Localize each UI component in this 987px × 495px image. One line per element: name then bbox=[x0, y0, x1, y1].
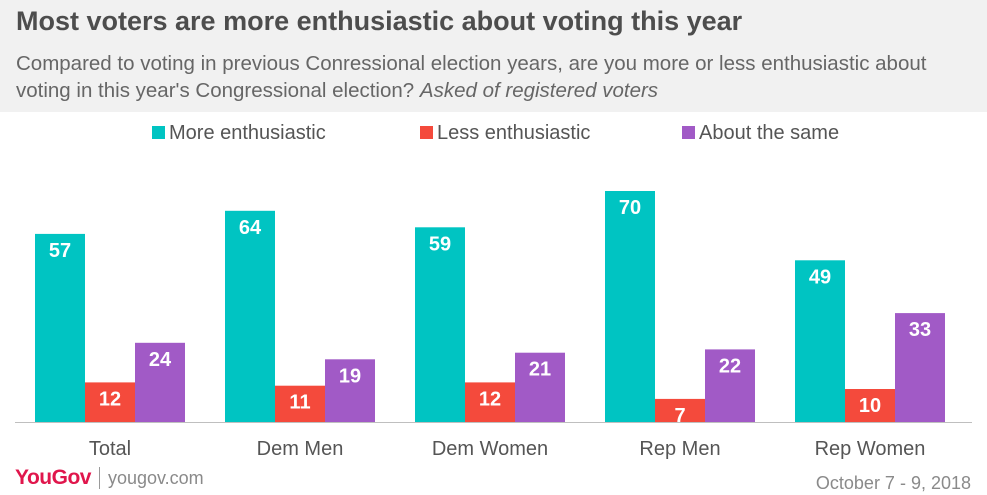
data-label: 10 bbox=[859, 395, 881, 417]
footer-divider bbox=[98, 467, 100, 489]
bar-about-the-same-rep-men bbox=[705, 349, 755, 422]
bar-group-dem-men: 64 11 19 bbox=[225, 210, 375, 422]
bar-group-total: 57 12 24 bbox=[35, 233, 185, 422]
footer-brand: YouGov yougov.com bbox=[15, 466, 204, 490]
bar-more-enthusiastic-rep-women bbox=[795, 260, 845, 422]
subtitle-question: Compared to voting in previous Conressio… bbox=[16, 52, 927, 102]
data-label: 70 bbox=[619, 197, 641, 219]
x-tick-label: Rep Women bbox=[815, 438, 926, 460]
legend-swatch bbox=[152, 126, 165, 139]
legend-swatch bbox=[682, 126, 695, 139]
data-label: 33 bbox=[909, 319, 931, 341]
legend-item-about-the-same: About the same bbox=[682, 122, 839, 144]
x-axis-labels: Total Dem Men Dem Women Rep Men Rep Women bbox=[89, 438, 926, 460]
chart-legend: More enthusiastic Less enthusiastic About … bbox=[152, 122, 839, 144]
bar-less-enthusiastic-dem-men bbox=[275, 385, 325, 422]
bar-less-enthusiastic-total bbox=[85, 382, 135, 422]
bar-group-rep-men: 70 7 22 bbox=[605, 191, 755, 427]
data-label: 11 bbox=[289, 392, 310, 414]
bar-chart: More enthusiastic Less enthusiastic About … bbox=[15, 122, 972, 460]
data-label: 24 bbox=[149, 349, 172, 371]
bar-about-the-same-total bbox=[135, 342, 185, 422]
bar-group-rep-women: 49 10 33 bbox=[795, 260, 945, 422]
data-label: 22 bbox=[719, 355, 741, 377]
data-label: 12 bbox=[479, 388, 501, 410]
legend-label: More enthusiastic bbox=[169, 122, 326, 144]
chart-header: Most voters are more enthusiastic about … bbox=[0, 0, 987, 112]
legend-item-less-enthusiastic: Less enthusiastic bbox=[420, 122, 590, 144]
data-label: 21 bbox=[529, 359, 551, 381]
x-tick-label: Dem Women bbox=[432, 438, 548, 460]
chart-bars: 57 12 24 64 11 19 59 12 21 70 7 22 49 10 33 bbox=[35, 191, 945, 427]
bar-group-dem-women: 59 12 21 bbox=[415, 227, 565, 422]
x-tick-label: Dem Men bbox=[257, 438, 344, 460]
legend-swatch bbox=[420, 126, 433, 139]
footer-date: October 7 - 9, 2018 bbox=[815, 473, 971, 493]
bar-more-enthusiastic-dem-men bbox=[225, 210, 275, 422]
bar-about-the-same-dem-women bbox=[515, 352, 565, 422]
bar-about-the-same-dem-men bbox=[325, 359, 375, 422]
legend-item-more-enthusiastic: More enthusiastic bbox=[152, 122, 326, 144]
bar-about-the-same-rep-women bbox=[895, 313, 945, 422]
footer-site: yougov.com bbox=[107, 467, 204, 488]
yougov-logo: YouGov bbox=[15, 466, 91, 489]
data-label: 64 bbox=[239, 217, 262, 239]
bar-more-enthusiastic-rep-men bbox=[605, 191, 655, 422]
legend-label: About the same bbox=[699, 122, 839, 144]
bar-more-enthusiastic-total bbox=[35, 233, 85, 422]
legend-label: Less enthusiastic bbox=[437, 122, 590, 144]
chart-title: Most voters are more enthusiastic about … bbox=[16, 6, 743, 36]
data-label: 19 bbox=[339, 365, 361, 387]
x-tick-label: Rep Men bbox=[639, 438, 720, 460]
data-label: 12 bbox=[99, 388, 121, 410]
bar-less-enthusiastic-rep-men bbox=[655, 398, 705, 422]
data-label: 59 bbox=[429, 233, 451, 255]
subtitle-note: Asked of registered voters bbox=[419, 79, 659, 102]
chart-subtitle: Compared to voting in previous Conressio… bbox=[16, 50, 976, 104]
data-label: 7 bbox=[674, 405, 685, 427]
data-label: 49 bbox=[809, 266, 831, 288]
x-tick-label: Total bbox=[89, 438, 131, 460]
bar-less-enthusiastic-rep-women bbox=[845, 389, 895, 422]
bar-more-enthusiastic-dem-women bbox=[415, 227, 465, 422]
data-label: 57 bbox=[49, 240, 71, 262]
bar-less-enthusiastic-dem-women bbox=[465, 382, 515, 422]
